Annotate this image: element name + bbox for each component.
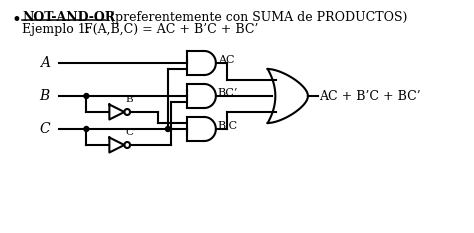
Circle shape xyxy=(84,93,89,99)
Text: B: B xyxy=(40,89,50,103)
Text: C: C xyxy=(39,122,50,136)
Text: Ejemplo 1:: Ejemplo 1: xyxy=(22,23,90,36)
Text: AC: AC xyxy=(218,55,234,65)
Text: F(A,B,C) = AC + B’C + BC’: F(A,B,C) = AC + B’C + BC’ xyxy=(84,23,259,36)
Text: B’: B’ xyxy=(126,95,137,104)
Circle shape xyxy=(84,127,89,131)
Text: NOT-AND-OR: NOT-AND-OR xyxy=(22,11,115,24)
Circle shape xyxy=(165,127,170,131)
Text: (preferentemente con SUMA de PRODUCTOS): (preferentemente con SUMA de PRODUCTOS) xyxy=(106,11,407,24)
Text: BC’: BC’ xyxy=(218,88,238,98)
Text: C’: C’ xyxy=(126,128,137,137)
Text: B’C: B’C xyxy=(218,121,238,131)
Text: A: A xyxy=(40,56,50,70)
Text: AC + B’C + BC’: AC + B’C + BC’ xyxy=(319,89,421,103)
Text: •: • xyxy=(11,11,21,29)
